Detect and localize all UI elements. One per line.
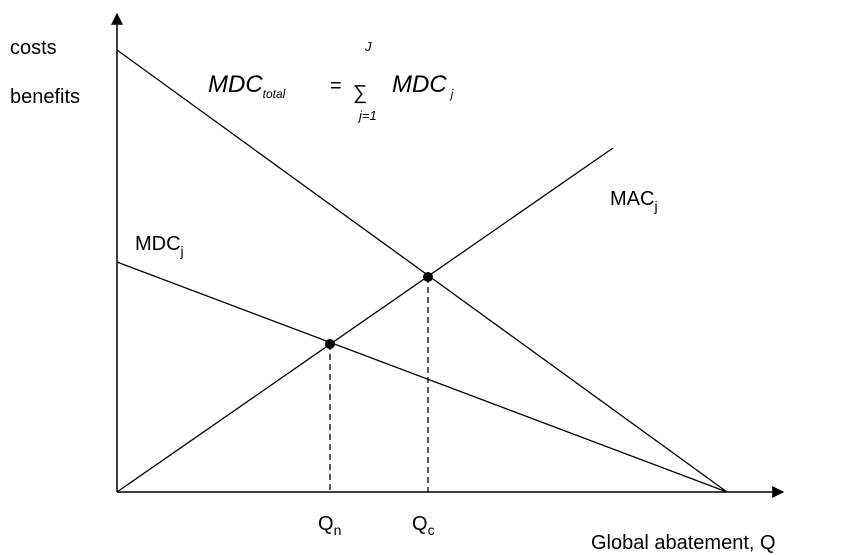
- mac-j-label: MACj: [610, 188, 658, 214]
- qn-label: Qn: [318, 513, 341, 538]
- y-axis-label-costs: costs: [10, 37, 57, 59]
- mdc-total-curve: [116, 49, 728, 493]
- mdc-j-curve: [116, 261, 728, 493]
- x-axis-label: Global abatement, Q: [591, 532, 776, 554]
- formula-equals: =: [330, 75, 342, 97]
- cooperative-equilibrium-point: [423, 272, 433, 282]
- y-axis-label-benefits: benefits: [10, 86, 80, 108]
- qc-label: Qc: [412, 513, 435, 538]
- mdc-total-formula: MDCtotal = ∑ J j=1 MDC j: [208, 39, 454, 123]
- mdc-j-label: MDCj: [135, 233, 184, 259]
- summation-upper-limit: J: [364, 39, 372, 54]
- summation-sign: ∑: [353, 82, 367, 104]
- formula-rhs: MDC j: [392, 71, 454, 101]
- nash-equilibrium-point: [325, 339, 335, 349]
- formula-lhs: MDCtotal: [208, 71, 286, 101]
- summation-lower-limit: j=1: [357, 108, 377, 123]
- mac-j-curve: [116, 147, 614, 493]
